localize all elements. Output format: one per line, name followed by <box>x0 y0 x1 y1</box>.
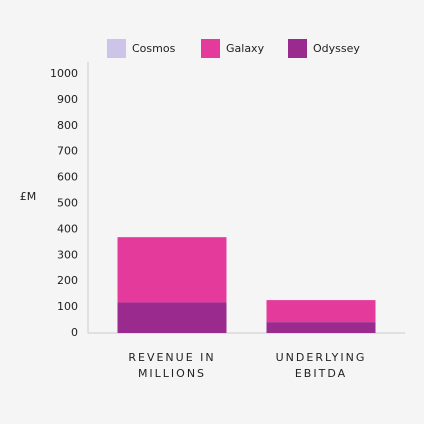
y-tick-label: 200 <box>57 274 78 287</box>
legend-swatch <box>107 39 126 58</box>
legend-label: Cosmos <box>132 42 176 55</box>
y-tick-label: 300 <box>57 248 78 261</box>
y-tick-label: 900 <box>57 93 78 106</box>
legend-swatch <box>288 39 307 58</box>
y-tick-label: 600 <box>57 171 78 184</box>
x-tick-label: UNDERLYING EBITDA <box>275 351 367 380</box>
x-tick-label-box: UNDERLYING EBITDA <box>275 351 367 380</box>
bar-segment <box>117 237 227 303</box>
y-tick-label: 0 <box>71 326 78 339</box>
legend-swatch <box>201 39 220 58</box>
bar-segment <box>117 302 227 333</box>
x-tick-label: REVENUE IN MILLIONS <box>128 351 216 380</box>
y-axis-label: £M <box>20 190 37 203</box>
y-tick-label: 500 <box>57 197 78 210</box>
y-tick-label: 800 <box>57 119 78 132</box>
y-tick-label: 700 <box>57 145 78 158</box>
bar-segment <box>266 300 376 323</box>
y-tick-label: 400 <box>57 222 78 235</box>
legend-label: Odyssey <box>313 42 360 55</box>
y-tick-label: 1000 <box>50 67 78 80</box>
legend-label: Galaxy <box>226 42 265 55</box>
y-tick-label: 100 <box>57 300 78 313</box>
x-tick-label-box: REVENUE IN MILLIONS <box>128 351 216 380</box>
bar-segment <box>266 322 376 333</box>
